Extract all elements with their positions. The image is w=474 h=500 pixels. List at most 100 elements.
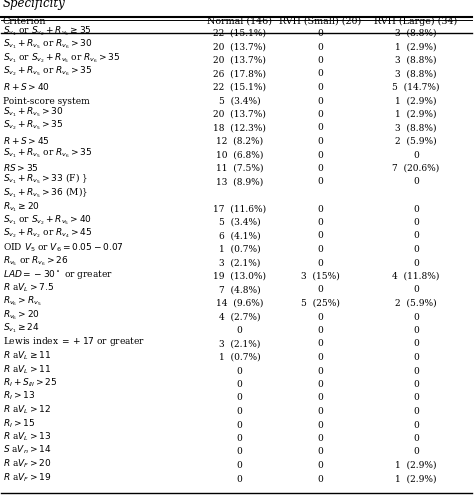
Text: 0: 0 (317, 110, 323, 119)
Text: 0: 0 (317, 164, 323, 173)
Text: 0: 0 (413, 340, 419, 348)
Text: 20  (13.7%): 20 (13.7%) (213, 56, 266, 65)
Text: 0: 0 (413, 394, 419, 402)
Text: $S_{v_1} + R_{v_5} > 36$ (M)}: $S_{v_1} + R_{v_5} > 36$ (M)} (3, 186, 88, 200)
Text: $S_{v_2} + R_{v_2}$ or $R_{v_4} > 45$: $S_{v_2} + R_{v_2}$ or $R_{v_4} > 45$ (3, 227, 92, 240)
Text: $R$ a$V_L > 7.5$: $R$ a$V_L > 7.5$ (3, 282, 54, 294)
Text: 0: 0 (317, 420, 323, 430)
Text: 0: 0 (413, 258, 419, 268)
Text: 0: 0 (413, 232, 419, 240)
Text: 0: 0 (237, 474, 242, 484)
Text: $R_{v_6} > 20$: $R_{v_6} > 20$ (3, 308, 40, 322)
Text: 0: 0 (237, 380, 242, 389)
Text: $R_I > 13$: $R_I > 13$ (3, 390, 35, 402)
Text: 2  (5.9%): 2 (5.9%) (395, 137, 437, 146)
Text: 0: 0 (237, 366, 242, 376)
Text: RVH (Large) (34): RVH (Large) (34) (374, 17, 457, 26)
Text: $R$ a$V_F > 20$: $R$ a$V_F > 20$ (3, 458, 51, 470)
Text: 0: 0 (317, 150, 323, 160)
Text: 0: 0 (317, 258, 323, 268)
Text: 3  (15%): 3 (15%) (301, 272, 339, 281)
Text: 0: 0 (237, 407, 242, 416)
Text: 1  (2.9%): 1 (2.9%) (395, 42, 437, 51)
Text: 6  (4.1%): 6 (4.1%) (219, 232, 260, 240)
Text: 0: 0 (413, 218, 419, 227)
Text: 7  (20.6%): 7 (20.6%) (392, 164, 439, 173)
Text: 3  (8.8%): 3 (8.8%) (395, 124, 437, 132)
Text: 0: 0 (317, 178, 323, 186)
Text: 0: 0 (317, 83, 323, 92)
Text: OID $V_5$ or $V_6 = 0.05 - 0.07$: OID $V_5$ or $V_6 = 0.05 - 0.07$ (3, 242, 124, 254)
Text: 12  (8.2%): 12 (8.2%) (216, 137, 263, 146)
Text: Lewis index $= +17$ or greater: Lewis index $= +17$ or greater (3, 336, 145, 348)
Text: 11  (7.5%): 11 (7.5%) (216, 164, 263, 173)
Text: 0: 0 (317, 461, 323, 470)
Text: 26  (17.8%): 26 (17.8%) (213, 70, 266, 78)
Text: RVH (Small) (20): RVH (Small) (20) (279, 17, 361, 26)
Text: 0: 0 (237, 448, 242, 456)
Text: $R + S > 40$: $R + S > 40$ (3, 81, 50, 92)
Text: 14  (9.6%): 14 (9.6%) (216, 299, 263, 308)
Text: 17  (11.6%): 17 (11.6%) (213, 204, 266, 214)
Text: 3  (8.8%): 3 (8.8%) (395, 29, 437, 38)
Text: 0: 0 (317, 326, 323, 335)
Text: $S_{v_2} + R_{v_5} > 35$: $S_{v_2} + R_{v_5} > 35$ (3, 119, 64, 132)
Text: $R_{v_1} \geq 20$: $R_{v_1} \geq 20$ (3, 200, 40, 213)
Text: 4  (11.8%): 4 (11.8%) (392, 272, 439, 281)
Text: $R$ a$V_L \geq 11$: $R$ a$V_L \geq 11$ (3, 350, 51, 362)
Text: 18  (12.3%): 18 (12.3%) (213, 124, 266, 132)
Text: 0: 0 (237, 461, 242, 470)
Text: 0: 0 (317, 407, 323, 416)
Text: 0: 0 (317, 56, 323, 65)
Text: 0: 0 (317, 353, 323, 362)
Text: 0: 0 (413, 204, 419, 214)
Text: $S$ a$V_n > 14$: $S$ a$V_n > 14$ (3, 444, 51, 456)
Text: 0: 0 (317, 286, 323, 294)
Text: 0: 0 (317, 218, 323, 227)
Text: 0: 0 (317, 70, 323, 78)
Text: $S_{v_1}$ or $S_{v_2} + R_{v_5}$ or $R_{v_6} > 35$: $S_{v_1}$ or $S_{v_2} + R_{v_5}$ or $R_{… (3, 52, 120, 65)
Text: 0: 0 (317, 29, 323, 38)
Text: 0: 0 (317, 380, 323, 389)
Text: 19  (13.0%): 19 (13.0%) (213, 272, 266, 281)
Text: $S_{v_1}$ or $S_{v_2} + R_{v_5} > 40$: $S_{v_1}$ or $S_{v_2} + R_{v_5} > 40$ (3, 214, 92, 227)
Text: Point-score system: Point-score system (3, 96, 90, 106)
Text: $LAD = -30^\circ$ or greater: $LAD = -30^\circ$ or greater (3, 268, 113, 281)
Text: 5  (3.4%): 5 (3.4%) (219, 96, 260, 106)
Text: 0: 0 (413, 434, 419, 443)
Text: $R + S > 45$: $R + S > 45$ (3, 135, 50, 146)
Text: $R$ a$V_L > 12$: $R$ a$V_L > 12$ (3, 404, 51, 416)
Text: 3  (8.8%): 3 (8.8%) (395, 70, 437, 78)
Text: 1  (0.7%): 1 (0.7%) (219, 353, 260, 362)
Text: $R_I + S_{III} > 25$: $R_I + S_{III} > 25$ (3, 376, 58, 389)
Text: $S_{v_1} \geq 24$: $S_{v_1} \geq 24$ (3, 322, 39, 335)
Text: 0: 0 (413, 407, 419, 416)
Text: 0: 0 (237, 434, 242, 443)
Text: $S_{v_1} + R_{v_5} > 33$ (F) }: $S_{v_1} + R_{v_5} > 33$ (F) } (3, 172, 88, 186)
Text: 0: 0 (317, 232, 323, 240)
Text: $S_{v_1} + R_{v_5} > 30$: $S_{v_1} + R_{v_5} > 30$ (3, 106, 64, 119)
Text: 3  (2.1%): 3 (2.1%) (219, 258, 260, 268)
Text: 0: 0 (413, 448, 419, 456)
Text: 0: 0 (413, 353, 419, 362)
Text: 0: 0 (413, 286, 419, 294)
Text: 7  (4.8%): 7 (4.8%) (219, 286, 260, 294)
Text: 1  (2.9%): 1 (2.9%) (395, 96, 437, 106)
Text: 0: 0 (317, 42, 323, 51)
Text: 0: 0 (413, 312, 419, 322)
Text: 0: 0 (413, 366, 419, 376)
Text: $R_{v_6} > R_{v_5}$: $R_{v_6} > R_{v_5}$ (3, 294, 42, 308)
Text: $S_{v_1} + R_{v_5}$ or $R_{v_6} > 30$: $S_{v_1} + R_{v_5}$ or $R_{v_6} > 30$ (3, 38, 92, 52)
Text: $S_{v_1}$ or $S_{v_2} + R_{v_5} \geq 35$: $S_{v_1}$ or $S_{v_2} + R_{v_5} \geq 35$ (3, 24, 92, 38)
Text: 0: 0 (317, 366, 323, 376)
Text: $S_{v_1} + R_{v_5}$ or $R_{v_6} > 35$: $S_{v_1} + R_{v_5}$ or $R_{v_6} > 35$ (3, 146, 92, 160)
Text: 3  (8.8%): 3 (8.8%) (395, 56, 437, 65)
Text: 1  (2.9%): 1 (2.9%) (395, 474, 437, 484)
Text: 1  (2.9%): 1 (2.9%) (395, 110, 437, 119)
Text: 5  (3.4%): 5 (3.4%) (219, 218, 260, 227)
Text: 1  (2.9%): 1 (2.9%) (395, 461, 437, 470)
Text: 0: 0 (237, 394, 242, 402)
Text: 0: 0 (413, 245, 419, 254)
Text: $R_I > 15$: $R_I > 15$ (3, 417, 35, 430)
Text: 0: 0 (413, 326, 419, 335)
